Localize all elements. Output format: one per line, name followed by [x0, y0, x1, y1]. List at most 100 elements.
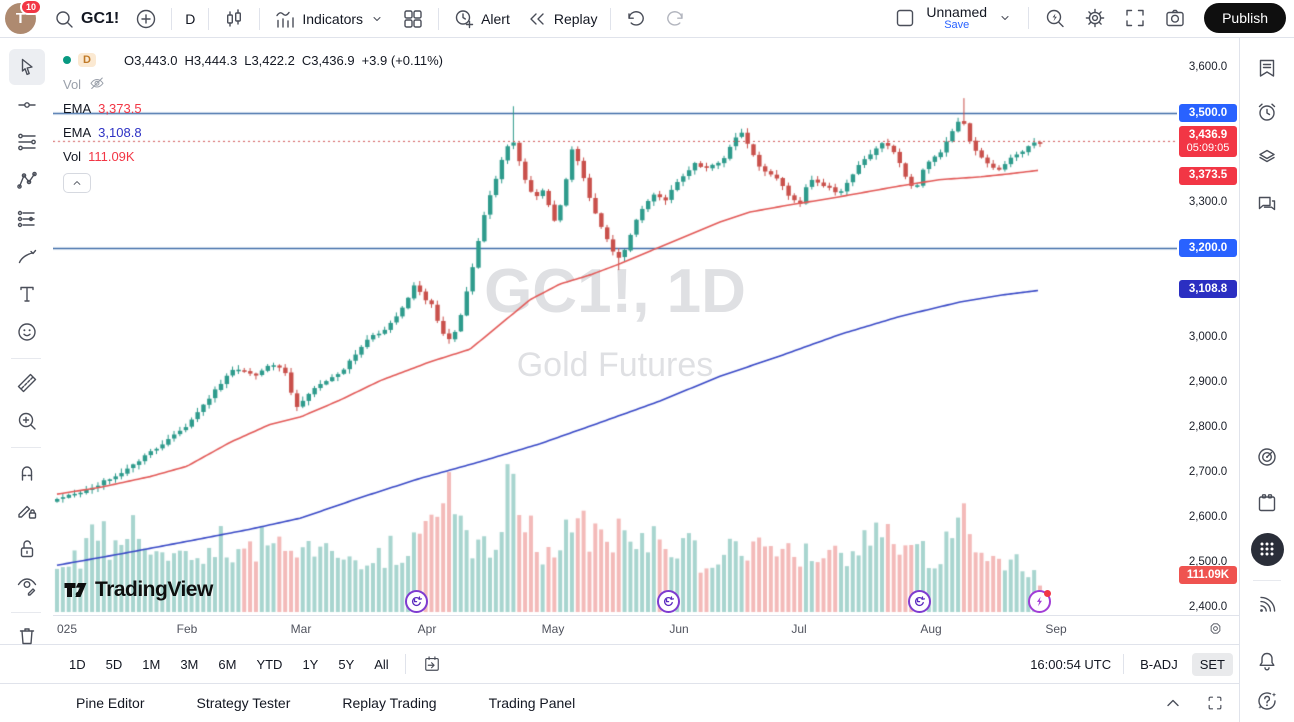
notifications-button[interactable] — [1248, 642, 1286, 680]
object-tree-button[interactable] — [1248, 137, 1286, 175]
apps-button[interactable] — [1248, 530, 1286, 568]
camera-icon — [1166, 10, 1184, 27]
interval-value: D — [185, 10, 196, 27]
event-dot-icon — [1044, 590, 1051, 597]
drawing-mode-button[interactable] — [9, 492, 45, 528]
range-button-1d[interactable]: 1D — [69, 656, 86, 672]
streams-button[interactable] — [1248, 586, 1286, 624]
watchlist-button[interactable] — [1248, 49, 1286, 87]
range-button-5y[interactable]: 5Y — [338, 656, 355, 672]
brush-tool-button[interactable] — [9, 239, 45, 275]
settings-button[interactable] — [1076, 3, 1114, 33]
user-avatar[interactable]: T 10 — [5, 0, 42, 34]
range-buttons: 1D 5D 1M 3M 6M YTD 1Y 5Y All — [62, 653, 396, 676]
contract-rollover-marker[interactable] — [405, 590, 428, 613]
layout-select-button[interactable]: Unnamed Save — [886, 1, 1021, 35]
contract-rollover-marker[interactable] — [657, 590, 680, 613]
legend-collapse-button[interactable] — [63, 173, 91, 193]
zoom-in-tool-button[interactable] — [9, 403, 45, 439]
undo-button[interactable] — [617, 4, 655, 34]
range-button-all[interactable]: All — [374, 656, 389, 672]
replay-button[interactable]: Replay — [518, 4, 605, 34]
measure-tool-button[interactable] — [9, 365, 45, 401]
fullscreen-button[interactable] — [1116, 3, 1154, 33]
range-button-1y[interactable]: 1Y — [302, 656, 319, 672]
save-label[interactable]: Save — [944, 19, 970, 32]
axis-settings-gear-icon[interactable] — [1208, 621, 1223, 636]
tab-strategy-tester[interactable]: Strategy Tester — [196, 695, 291, 711]
layout-square-icon — [897, 10, 914, 27]
panel-expand-icon[interactable] — [1161, 691, 1185, 715]
remove-drawings-button[interactable] — [9, 618, 45, 654]
range-button-1m[interactable]: 1M — [142, 656, 161, 672]
text-tool-button[interactable] — [9, 276, 45, 312]
legend-ema-fast-row[interactable]: EMA 3,373.5 — [63, 96, 443, 120]
go-to-date-button[interactable] — [415, 650, 449, 678]
time-axis[interactable]: 025 Feb Mar Apr May Jun Jul Aug Sep — [53, 615, 1239, 644]
screener-button[interactable] — [1248, 438, 1286, 476]
candles-icon — [227, 8, 242, 27]
trend-line-tool-button[interactable] — [9, 87, 45, 123]
range-separator — [1123, 654, 1125, 674]
tab-replay-trading[interactable]: Replay Trading — [342, 695, 437, 711]
indicators-button[interactable]: Indicators — [266, 4, 393, 34]
price-axis-badge: 3,500.0 — [1179, 104, 1237, 123]
chat-button[interactable] — [1248, 185, 1286, 223]
tradingview-logo-text: TradingView — [95, 578, 213, 601]
eye-pencil-icon — [17, 578, 36, 596]
projection-icon — [17, 210, 35, 228]
screenshot-button[interactable] — [1156, 3, 1194, 33]
tab-trading-panel[interactable]: Trading Panel — [488, 695, 576, 711]
tradingview-logo[interactable]: TradingView — [63, 578, 213, 602]
interval-badge: D — [78, 53, 96, 67]
chart-style-button[interactable] — [215, 4, 253, 34]
symbol-search-button[interactable]: GC1! — [45, 4, 126, 34]
fib-retracement-tool-button[interactable] — [9, 124, 45, 160]
cursor-tool-button[interactable] — [8, 49, 45, 85]
eye-off-icon[interactable] — [88, 75, 106, 93]
range-button-ytd[interactable]: YTD — [256, 656, 283, 672]
legend-ema-slow-row[interactable]: EMA 3,108.8 — [63, 120, 443, 144]
price-tick-label: 2,400.0 — [1188, 601, 1228, 613]
help-sparkle-icon — [1258, 692, 1277, 710]
adjustment-toggle[interactable]: B-ADJ — [1140, 656, 1178, 672]
range-button-3m[interactable]: 3M — [180, 656, 199, 672]
legend-volume-row[interactable]: Vol 111.09K — [63, 144, 443, 168]
emoji-tool-button[interactable] — [9, 314, 45, 350]
legend-volume-hidden-row[interactable]: Vol — [63, 72, 443, 96]
panel-maximize-icon[interactable] — [1205, 693, 1225, 713]
volume-value: 111.09K — [88, 148, 135, 164]
chart-pane[interactable]: GC1!, 1D Gold Futures D O3,443.0 H3,444.… — [53, 38, 1177, 615]
tab-pine-editor[interactable]: Pine Editor — [76, 695, 145, 711]
contract-rollover-marker[interactable] — [908, 590, 931, 613]
clock-timezone-button[interactable]: 16:00:54 UTC — [1030, 656, 1112, 672]
magnet-mode-button[interactable] — [9, 454, 45, 490]
pattern-tool-button[interactable] — [9, 162, 45, 198]
interval-button[interactable]: D — [178, 8, 202, 30]
hide-drawings-button[interactable] — [9, 568, 45, 604]
lock-drawings-button[interactable] — [9, 531, 45, 567]
layout-templates-button[interactable] — [394, 4, 432, 34]
help-button[interactable] — [1248, 682, 1286, 720]
chevron-down-icon — [373, 16, 381, 21]
legend-symbol-row[interactable]: D O3,443.0 H3,444.3 L3,422.2 C3,436.9 +3… — [63, 48, 443, 72]
calendar-button[interactable] — [1248, 484, 1286, 522]
replay-rewind-icon — [530, 12, 544, 25]
alert-button[interactable]: Alert — [445, 4, 517, 34]
price-chart-canvas[interactable] — [53, 38, 1177, 615]
event-marker[interactable] — [1028, 590, 1051, 613]
compare-add-button[interactable] — [127, 4, 165, 34]
range-button-6m[interactable]: 6M — [218, 656, 237, 672]
range-button-5d[interactable]: 5D — [105, 656, 123, 672]
pencil-lock-icon — [17, 505, 36, 519]
legend-low: L3,422.2 — [244, 52, 295, 68]
price-axis[interactable]: 3,600.0 3,300.0 3,000.0 2,900.0 2,800.0 2,700… — [1177, 38, 1239, 615]
publish-button[interactable]: Publish — [1204, 3, 1286, 34]
alerts-button[interactable] — [1248, 93, 1286, 131]
settlement-toggle[interactable]: SET — [1191, 652, 1233, 676]
bottom-panel-controls — [1161, 691, 1225, 715]
price-tick-label: 2,900.0 — [1188, 376, 1228, 388]
redo-button[interactable] — [656, 4, 694, 34]
projection-tool-button[interactable] — [9, 201, 45, 237]
quick-search-button[interactable] — [1036, 3, 1074, 33]
